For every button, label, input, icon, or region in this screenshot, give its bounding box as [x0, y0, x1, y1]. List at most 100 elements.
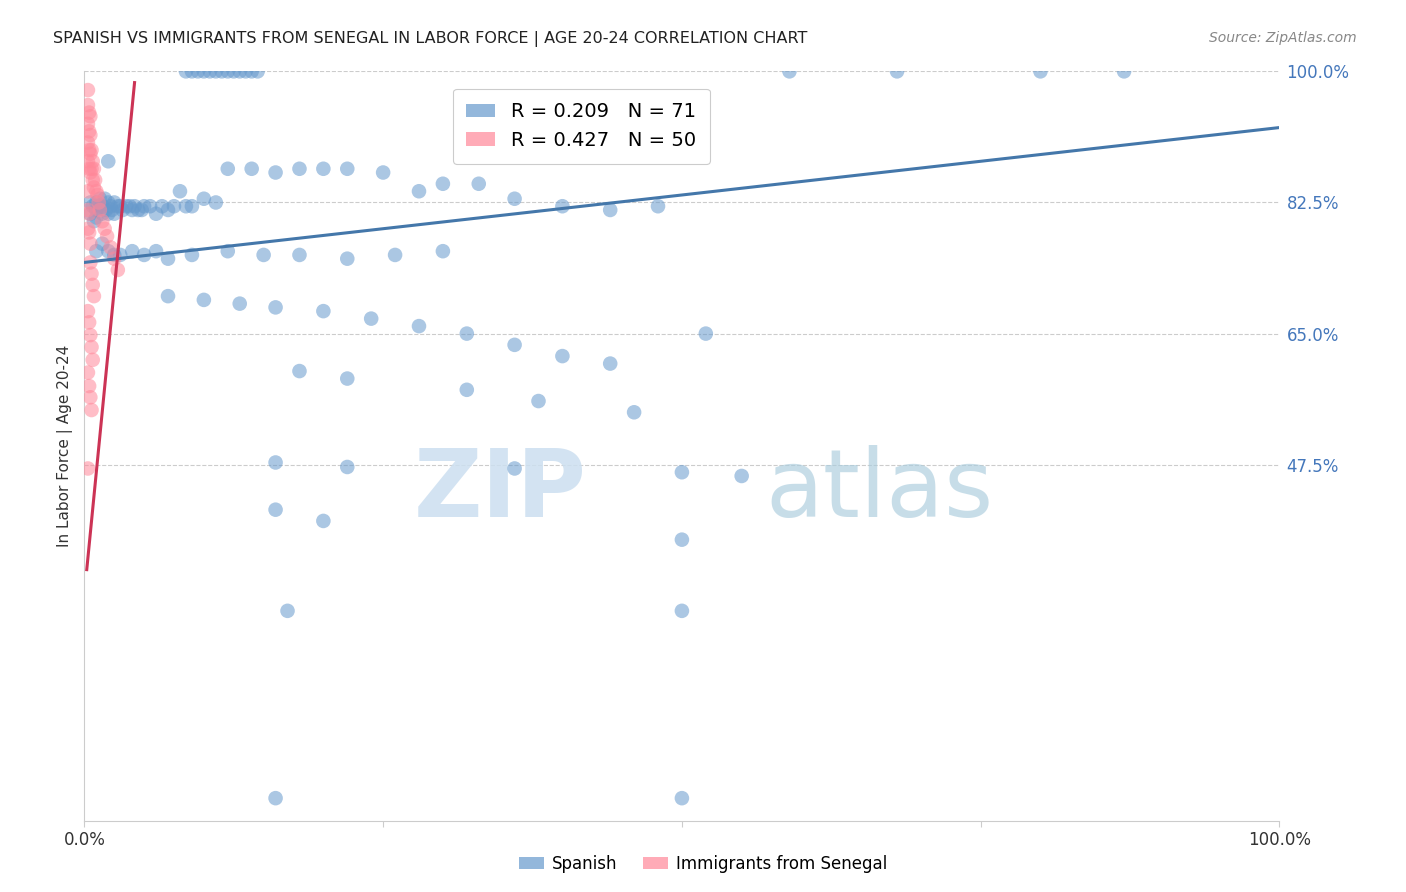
Point — [336, 460, 359, 475]
Point — [240, 161, 263, 176]
Point — [181, 199, 204, 213]
Point — [145, 207, 167, 221]
Point — [373, 165, 395, 179]
Point — [456, 326, 478, 341]
Legend: R = 0.209   N = 71, R = 0.427   N = 50: R = 0.209 N = 71, R = 0.427 N = 50 — [453, 88, 710, 163]
Point — [77, 304, 100, 318]
Point — [82, 277, 104, 292]
Point — [77, 105, 100, 120]
Point — [77, 154, 100, 169]
Point — [181, 64, 204, 78]
Point — [96, 229, 118, 244]
Point — [111, 202, 134, 217]
Point — [82, 173, 104, 187]
Point — [150, 199, 173, 213]
Point — [82, 154, 104, 169]
Point — [527, 394, 550, 409]
Point — [211, 64, 233, 78]
Point — [89, 192, 111, 206]
Point — [89, 202, 111, 217]
Point — [86, 184, 108, 198]
Point — [1114, 64, 1136, 78]
Point — [623, 405, 645, 419]
Point — [77, 207, 100, 221]
Point — [77, 98, 100, 112]
Point — [97, 207, 120, 221]
Point — [79, 195, 101, 210]
Point — [145, 244, 167, 259]
Point — [91, 207, 114, 221]
Point — [432, 177, 454, 191]
Point — [103, 252, 125, 266]
Point — [77, 117, 100, 131]
Point — [336, 161, 359, 176]
Point — [360, 311, 382, 326]
Point — [671, 604, 693, 618]
Point — [229, 296, 252, 310]
Point — [288, 161, 311, 176]
Y-axis label: In Labor Force | Age 20-24: In Labor Force | Age 20-24 — [58, 345, 73, 547]
Point — [312, 161, 335, 176]
Point — [124, 199, 146, 213]
Point — [79, 128, 101, 142]
Point — [205, 64, 228, 78]
Point — [229, 64, 252, 78]
Point — [193, 293, 215, 307]
Point — [82, 352, 104, 367]
Point — [82, 199, 104, 213]
Point — [174, 199, 197, 213]
Point — [86, 244, 108, 259]
Point — [80, 161, 103, 176]
Point — [193, 192, 215, 206]
Point — [79, 328, 101, 343]
Point — [121, 244, 143, 259]
Point — [336, 371, 359, 385]
Point — [77, 379, 100, 393]
Point — [79, 146, 101, 161]
Point — [100, 199, 122, 213]
Point — [432, 244, 454, 259]
Point — [408, 319, 430, 334]
Point — [551, 199, 574, 213]
Point — [174, 64, 197, 78]
Point — [107, 199, 129, 213]
Point — [132, 199, 156, 213]
Point — [695, 326, 717, 341]
Point — [264, 455, 287, 469]
Point — [79, 165, 101, 179]
Text: SPANISH VS IMMIGRANTS FROM SENEGAL IN LABOR FORCE | AGE 20-24 CORRELATION CHART: SPANISH VS IMMIGRANTS FROM SENEGAL IN LA… — [53, 31, 808, 47]
Point — [1029, 64, 1052, 78]
Point — [312, 304, 335, 318]
Point — [86, 195, 108, 210]
Legend: Spanish, Immigrants from Senegal: Spanish, Immigrants from Senegal — [512, 848, 894, 880]
Point — [91, 214, 114, 228]
Point — [288, 248, 311, 262]
Point — [312, 514, 335, 528]
Point — [181, 248, 204, 262]
Text: Source: ZipAtlas.com: Source: ZipAtlas.com — [1209, 31, 1357, 45]
Point — [264, 301, 287, 315]
Point — [93, 192, 115, 206]
Point — [86, 202, 108, 217]
Point — [100, 240, 122, 254]
Point — [79, 207, 101, 221]
Point — [235, 64, 257, 78]
Point — [77, 221, 100, 235]
Point — [91, 236, 114, 251]
Point — [277, 604, 299, 618]
Point — [79, 390, 101, 404]
Point — [97, 244, 120, 259]
Point — [264, 502, 287, 516]
Point — [503, 461, 526, 475]
Point — [77, 315, 100, 329]
Point — [157, 202, 180, 217]
Point — [91, 199, 114, 213]
Point — [79, 236, 101, 251]
Point — [77, 202, 100, 217]
Point — [671, 791, 693, 805]
Point — [217, 64, 239, 78]
Point — [193, 64, 215, 78]
Point — [187, 64, 209, 78]
Point — [83, 161, 105, 176]
Point — [169, 184, 191, 198]
